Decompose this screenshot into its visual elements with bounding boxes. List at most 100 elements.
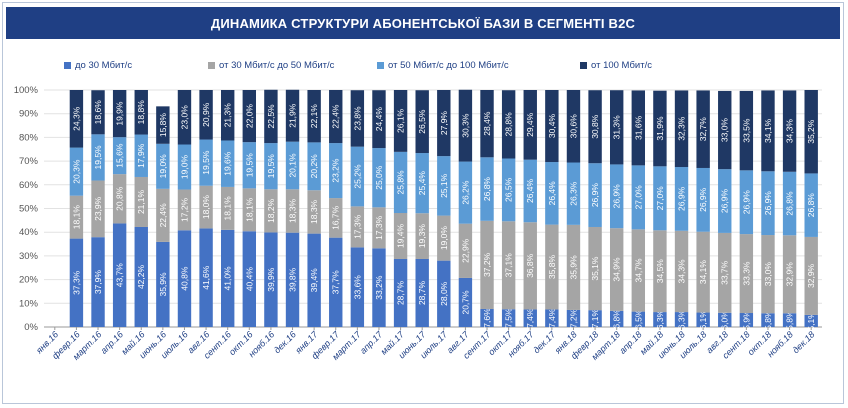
bar-segment xyxy=(437,215,451,261)
data-label: 15,6% xyxy=(115,143,125,168)
bar-segment xyxy=(761,313,775,327)
data-label: 19,9% xyxy=(115,101,125,126)
bar-segment xyxy=(372,248,386,327)
data-label: 34,9% xyxy=(612,257,622,282)
bar-segment xyxy=(199,185,213,229)
bar-segment xyxy=(458,223,473,278)
data-label: 35,8% xyxy=(547,255,557,280)
bar-segment xyxy=(199,228,213,327)
bar-segment xyxy=(69,238,84,327)
data-label: 24,4% xyxy=(374,107,384,132)
data-label: 37,3% xyxy=(71,270,81,295)
bar-segment xyxy=(264,143,278,190)
data-label: 26,9% xyxy=(590,183,600,208)
data-label: 18,1% xyxy=(223,196,233,221)
data-label: 7,5% xyxy=(504,308,514,328)
data-label: 40,8% xyxy=(179,266,189,291)
bar-segment xyxy=(91,237,105,327)
bar-segment xyxy=(199,139,213,186)
bar-segment xyxy=(242,188,257,232)
data-label: 6,3% xyxy=(677,309,687,329)
bar-segment xyxy=(329,90,343,144)
data-label: 42,2% xyxy=(136,265,146,290)
data-label: 27,0% xyxy=(633,185,643,210)
bar-segment xyxy=(329,143,343,199)
data-label: 28,7% xyxy=(417,281,427,306)
data-label: 26,4% xyxy=(525,178,535,203)
bar-segment xyxy=(782,90,797,172)
bar-segment xyxy=(112,174,127,224)
bar-segment xyxy=(307,233,321,327)
bar-segment xyxy=(609,90,624,165)
bar-segment xyxy=(134,90,148,135)
bar-segment xyxy=(588,226,602,311)
bar-segment xyxy=(220,229,235,327)
bar-segment xyxy=(91,134,105,181)
data-label: 18,8% xyxy=(136,100,146,125)
data-label: 19,5% xyxy=(201,150,211,175)
legend-item-2: от 30 Мбит/с до 50 Мбит/с xyxy=(208,60,334,71)
data-label: 27,0% xyxy=(655,186,665,211)
data-label: 26,9% xyxy=(612,184,622,209)
data-label: 18,1% xyxy=(244,197,254,222)
data-label: 19,0% xyxy=(439,226,449,251)
bar-segment xyxy=(523,222,537,310)
data-label: 43,7% xyxy=(115,263,125,288)
data-label: 33,3% xyxy=(741,261,751,286)
bar-segment xyxy=(588,163,602,227)
data-label: 20,9% xyxy=(201,102,211,127)
data-label: 34,1% xyxy=(763,118,773,143)
bar-segment xyxy=(285,232,300,327)
data-label: 34,1% xyxy=(698,260,708,285)
data-label: 33,5% xyxy=(741,118,751,143)
data-label: 37,2% xyxy=(482,252,492,277)
bar-segment xyxy=(458,89,473,162)
data-label: 32,9% xyxy=(785,262,795,287)
bar-segment xyxy=(501,309,516,327)
x-tick-label: дек.16 xyxy=(272,329,298,355)
chart-legend: до 30 Мбит/с от 30 Мбит/с до 50 Мбит/с о… xyxy=(40,60,800,76)
data-label: 21,3% xyxy=(223,103,233,128)
bar-segment xyxy=(545,90,559,163)
bar-segment xyxy=(566,224,581,310)
bar-segment xyxy=(696,231,710,313)
bar-segment xyxy=(674,90,689,168)
data-label: 26,5% xyxy=(417,109,427,134)
bar-segment xyxy=(415,213,429,259)
data-label: 35,9% xyxy=(158,272,168,297)
data-label: 33,0% xyxy=(720,118,730,143)
data-label: 26,3% xyxy=(568,181,578,206)
bar-segment xyxy=(653,230,667,313)
bar-segment xyxy=(350,146,365,207)
bar-segment xyxy=(242,142,257,189)
bar-segment xyxy=(653,312,667,327)
y-tick-label: 40% xyxy=(19,227,39,238)
legend-label-4: от 100 Мбит/с xyxy=(591,60,652,71)
data-label: 28,7% xyxy=(396,281,406,306)
data-label: 26,8% xyxy=(785,191,795,216)
legend-item-1: до 30 Мбит/с xyxy=(64,60,132,71)
bar-segment xyxy=(696,167,710,232)
bar-segment xyxy=(220,140,235,187)
data-label: 29,4% xyxy=(525,112,535,137)
bar-segment xyxy=(718,232,732,313)
bar-segment xyxy=(545,224,559,310)
bar-segment xyxy=(134,134,148,177)
bar-segment xyxy=(480,157,494,221)
bar-segment xyxy=(112,223,127,327)
bar-segment xyxy=(285,89,300,142)
data-label: 19,0% xyxy=(158,154,168,179)
bar-segment xyxy=(804,314,818,327)
bar-segment xyxy=(242,90,257,143)
data-label: 17,2% xyxy=(179,197,189,222)
data-label: 23,2% xyxy=(331,158,341,183)
bar-segment xyxy=(480,90,494,158)
data-label: 20,3% xyxy=(71,159,81,184)
data-label: 6,3% xyxy=(655,309,665,329)
bar-segment xyxy=(718,90,732,170)
data-label: 31,3% xyxy=(612,115,622,140)
data-label: 35,2% xyxy=(806,119,816,144)
bar-segment xyxy=(523,159,537,223)
data-label: 20,8% xyxy=(115,186,125,211)
